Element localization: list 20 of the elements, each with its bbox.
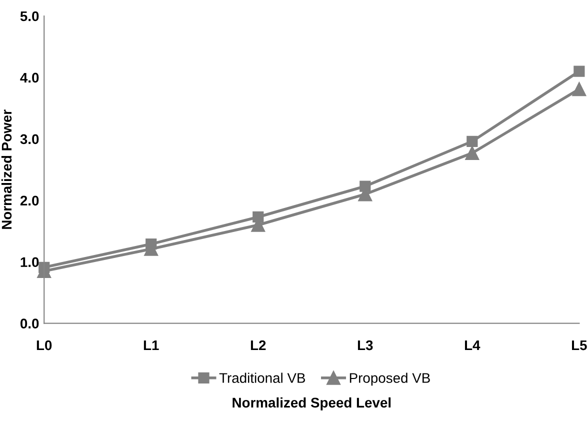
legend-label: Proposed VB <box>350 372 430 386</box>
x-tick-label: L4 <box>464 340 480 350</box>
x-tick-label: L3 <box>358 340 373 350</box>
y-tick-label: 0.0 <box>20 318 39 328</box>
point <box>465 146 480 160</box>
y-tick-label: 1.0 <box>20 257 39 268</box>
legend-label: Traditional VB <box>219 372 306 383</box>
x-tick-label: L1 <box>144 340 159 350</box>
point <box>466 136 478 147</box>
y-tick-label: 3.0 <box>20 134 39 144</box>
x-tick-label: L0 <box>36 340 52 350</box>
x-tick-label: L2 <box>250 340 266 350</box>
y-tick-label: 5.0 <box>20 11 39 22</box>
point <box>574 66 585 77</box>
x-tick-label: L5 <box>572 340 587 350</box>
y-axis-title: Normalized Power <box>1 110 12 229</box>
y-tick-label: 4.0 <box>20 72 39 83</box>
x-axis-title: Normalized Speed Level <box>232 397 391 410</box>
point <box>572 82 586 96</box>
y-tick-label: 2.0 <box>20 196 39 206</box>
